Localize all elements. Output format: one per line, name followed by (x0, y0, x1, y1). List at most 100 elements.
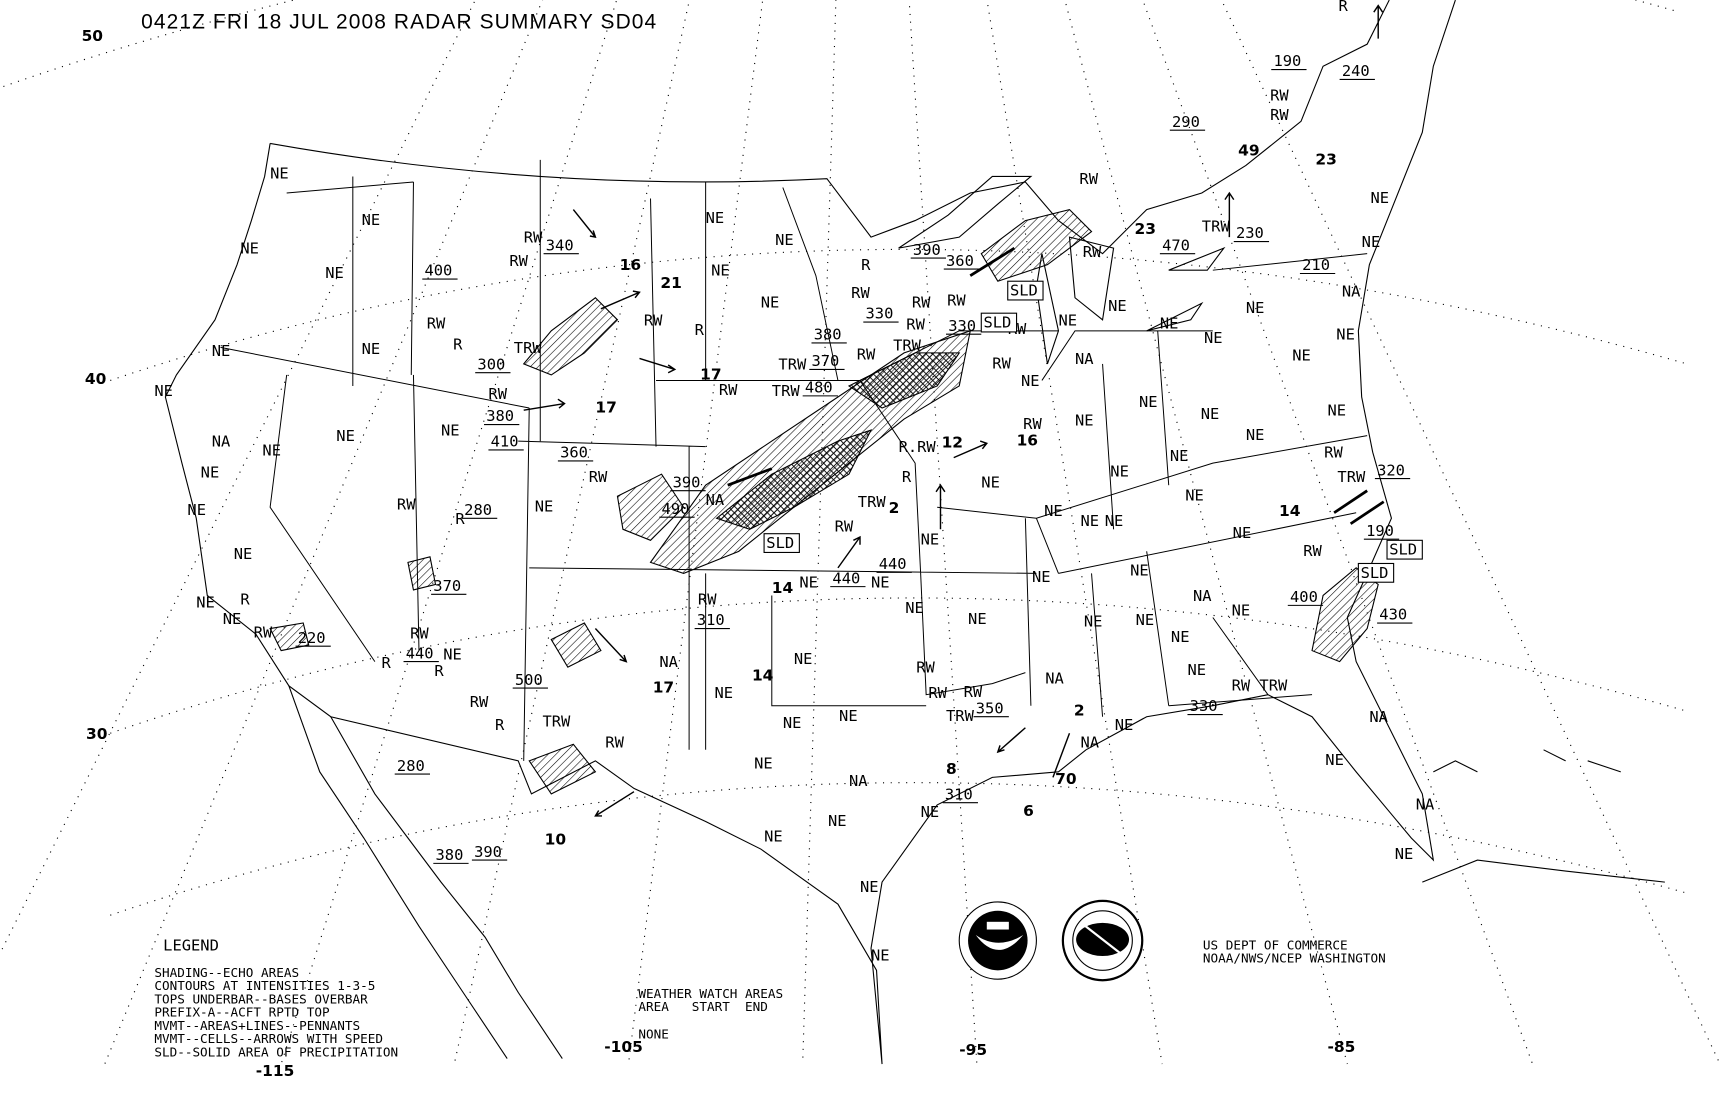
sld-box (1386, 539, 1423, 560)
precip-type-label: TRW (893, 337, 922, 355)
state-lines (220, 159, 1368, 761)
report-status-label: NE (794, 650, 813, 668)
report-status-label: NE (1370, 189, 1389, 207)
precip-type-label: R (381, 654, 391, 672)
precip-type-label: 23 (1315, 150, 1336, 168)
arrow (837, 535, 861, 569)
arrow (600, 290, 641, 310)
report-status-label: NE (1246, 426, 1265, 444)
report-status-label: NE (1327, 402, 1346, 420)
report-status-label: NE (362, 340, 381, 358)
arrow (594, 628, 628, 663)
report-status-label: NE (1336, 326, 1355, 344)
report-status-label: NE (1130, 562, 1149, 580)
precip-type-label: RW (906, 316, 925, 334)
echo-top-label: 500 (515, 671, 543, 689)
report-status-label: NE (764, 827, 783, 845)
sld-box (763, 533, 800, 553)
precip-type-label: TRW (946, 707, 975, 725)
report-status-label: NE (754, 755, 773, 773)
echo-top-label: 390 (673, 473, 701, 491)
echo-top-label: 240 (1342, 62, 1370, 80)
echo-top-label: 390 (474, 843, 502, 861)
precip-type-label: TRW (858, 493, 887, 511)
report-status-label: NA (706, 491, 725, 509)
report-status-label: NE (443, 645, 462, 663)
report-status-label: NE (234, 545, 253, 563)
echo-area (715, 429, 873, 530)
report-status-label: NE (714, 684, 733, 702)
precip-type-label: RW (397, 495, 416, 513)
sld-label: SLD (1361, 564, 1389, 582)
sld-label: SLD (766, 534, 794, 552)
echo-top-label: 350 (976, 699, 1004, 717)
report-status-label: NE (1044, 502, 1063, 520)
latitude-label: 30 (86, 725, 107, 743)
arrow (953, 440, 988, 459)
report-status-label: NE (362, 211, 381, 229)
precip-type-label: RW TRW (1232, 676, 1288, 694)
precip-type-label: 14 (1279, 502, 1301, 520)
precip-type-label: R (453, 336, 463, 354)
report-status-label: NE (905, 599, 924, 617)
precip-type-label: R (434, 662, 444, 680)
sld-label: SLD (1389, 541, 1417, 559)
report-status-label: NE (921, 803, 940, 821)
report-status-label: NA (659, 653, 678, 671)
report-status-label: NE (828, 812, 847, 830)
precip-type-label: RW (1270, 86, 1289, 104)
report-status-label: NE (839, 707, 858, 725)
weather-watch-areas: WEATHER WATCH AREAS AREA START END NONE (638, 986, 783, 1042)
echo-top-label: 470 (1162, 236, 1190, 254)
report-status-label: NE (1084, 612, 1103, 630)
echo-top-label: 390 (913, 241, 941, 259)
report-status-label: NE (1160, 315, 1179, 333)
report-status-label: NE (196, 594, 215, 612)
arrow (572, 209, 597, 239)
echo-top-label: 210 (1302, 256, 1330, 274)
precip-type-label: 49 (1238, 142, 1259, 160)
report-status-label: NA (212, 433, 231, 451)
report-status-label: NA (1369, 708, 1388, 726)
precip-type-label: RW (851, 284, 870, 302)
precip-type-label: TRW (772, 382, 801, 400)
canada-border (270, 0, 1390, 255)
longitude-line (280, 0, 618, 1065)
precip-type-label: 6 (1023, 802, 1034, 820)
report-status-label: NE (1136, 611, 1155, 629)
report-status-label: NE (1032, 568, 1051, 586)
precip-type-label: RW (254, 623, 273, 641)
longitude-label: -105 (604, 1038, 643, 1056)
echo-top-label: 430 (1379, 606, 1407, 624)
precip-type-label: RW (719, 381, 738, 399)
report-status-label: NE (711, 262, 730, 280)
precip-type-label: 16 (1017, 431, 1038, 449)
echo-top-label: 290 (1172, 113, 1200, 131)
latitude-label: 40 (85, 370, 106, 388)
latitude-line (110, 597, 1688, 734)
report-status-label: NE (1081, 512, 1100, 530)
echo-top-label: 410 (491, 433, 519, 451)
precip-type-label: RW (589, 468, 608, 486)
report-status-label: NA (1193, 587, 1212, 605)
echo-top-label: 370 (811, 352, 839, 370)
report-status-label: NE (441, 422, 460, 440)
movement-arrows (523, 4, 1385, 817)
report-status-label: NE (212, 342, 231, 360)
credit-line: NOAA/NWS/NCEP WASHINGTON (1203, 951, 1386, 966)
longitude-label: -115 (256, 1062, 295, 1080)
coastline-and-borders (164, 0, 1665, 1065)
echo-top-label: 380 (486, 407, 514, 425)
legend-line: SLD--SOLID AREA OF PRECIPITATION (154, 1044, 398, 1059)
noaa-logo (958, 901, 1037, 980)
echo-area (1311, 567, 1379, 663)
precip-type-label: RW (1079, 170, 1098, 188)
echo-top-label: 330 (948, 317, 976, 335)
echo-area (269, 556, 602, 795)
echo-area (522, 297, 619, 376)
report-status-label: NE (706, 209, 725, 227)
report-status-label: NA (1081, 734, 1100, 752)
echo-top-label: 310 (697, 611, 725, 629)
